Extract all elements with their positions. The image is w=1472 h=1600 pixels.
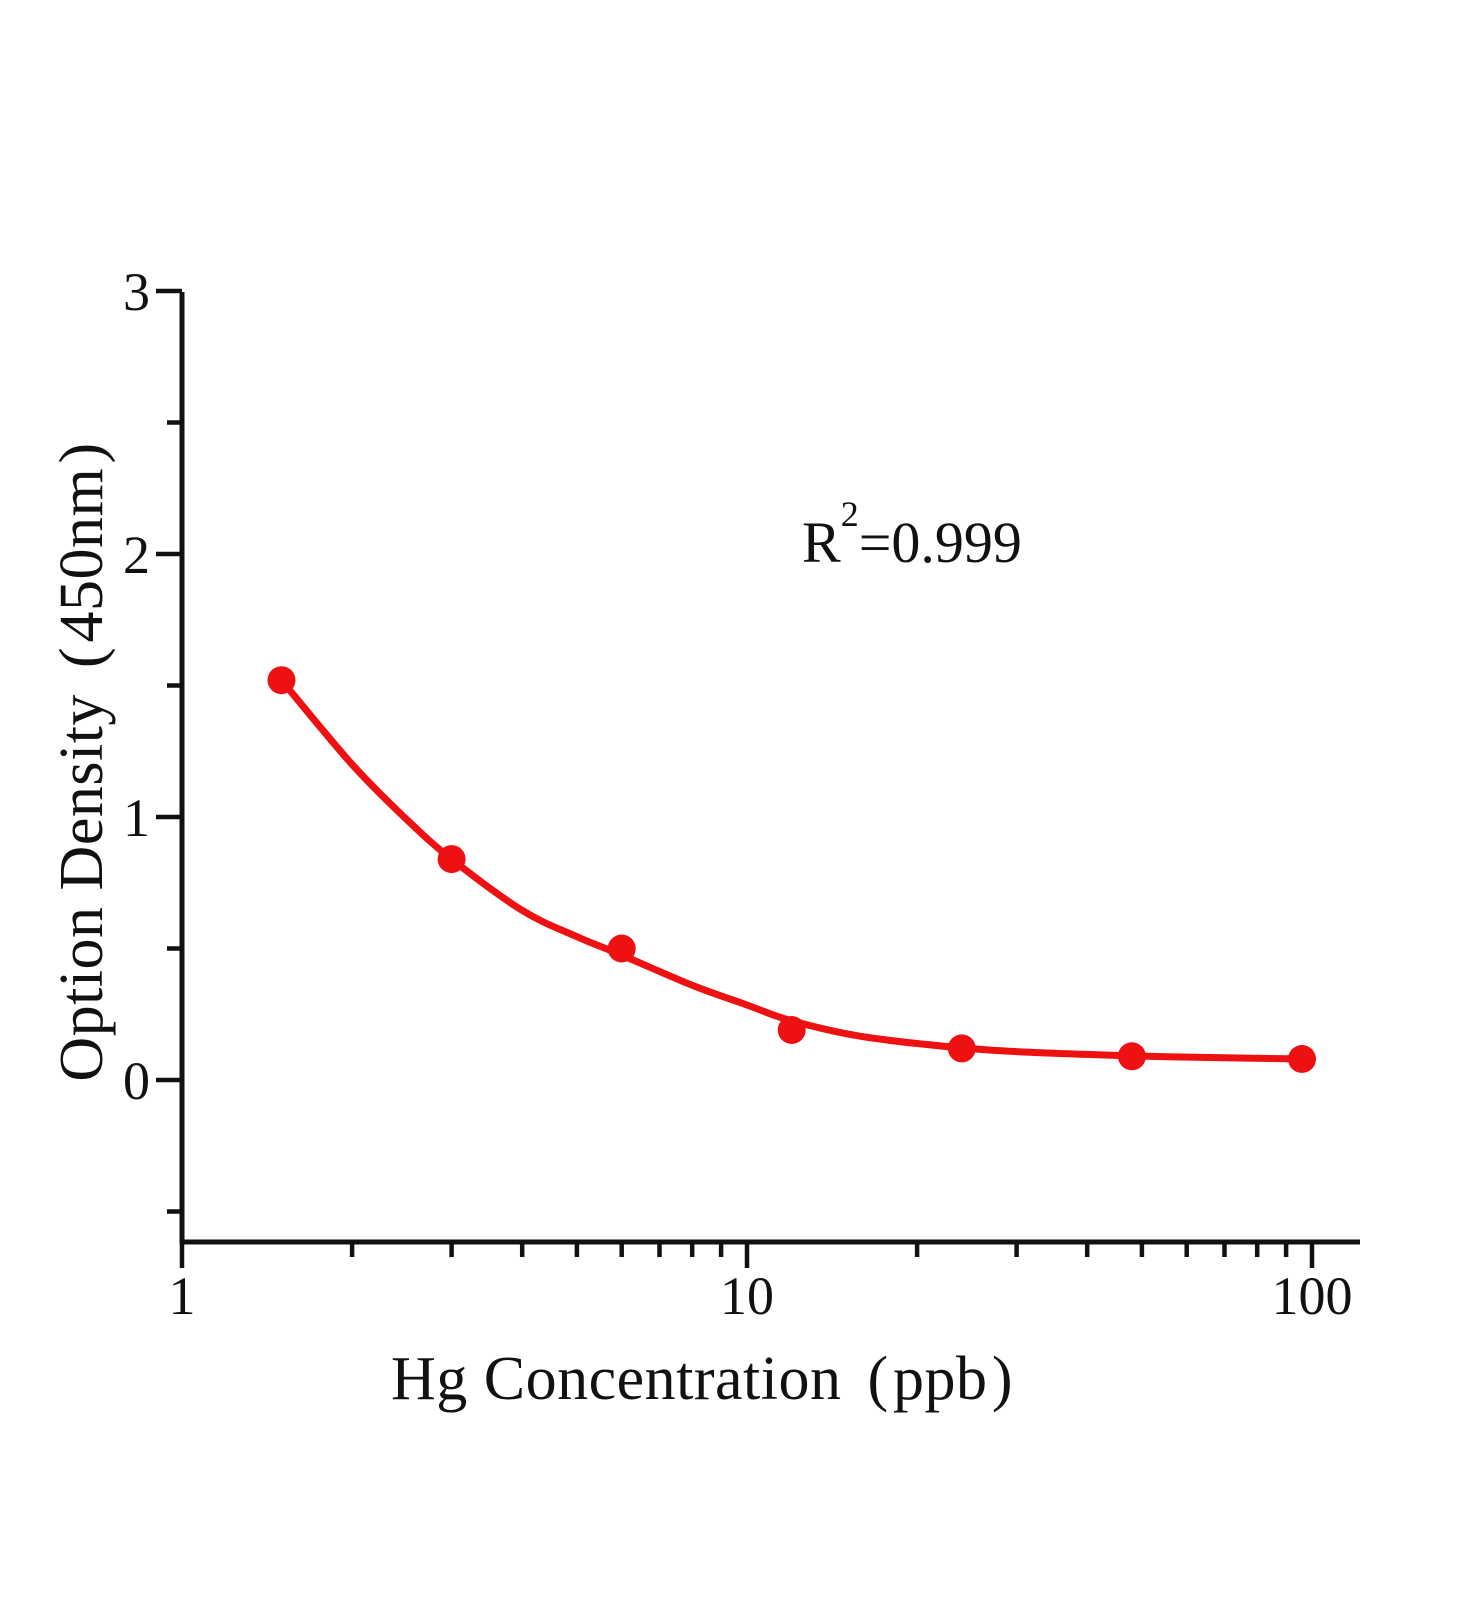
data-point bbox=[777, 1016, 806, 1044]
r-squared-annotation: R2=0.999 bbox=[762, 496, 1062, 583]
x-axis-title: Hg Concentration (ppb) bbox=[352, 1334, 1052, 1424]
y-axis-title-paren-open: ( bbox=[48, 646, 116, 669]
data-point bbox=[437, 845, 466, 874]
y-tick-label: 2 bbox=[123, 525, 150, 585]
y-tick-label: 0 bbox=[123, 1051, 150, 1111]
x-axis-title-unit: ppb bbox=[893, 1345, 988, 1413]
data-point bbox=[1117, 1042, 1146, 1071]
y-axis-title-paren-close: ) bbox=[48, 442, 116, 464]
data-point bbox=[947, 1034, 976, 1063]
data-point bbox=[1288, 1045, 1316, 1073]
x-axis-title-paren-close: ) bbox=[991, 1345, 1013, 1413]
r-squared-base: R bbox=[802, 510, 841, 575]
r-squared-value: =0.999 bbox=[858, 510, 1022, 575]
x-axis-title-text: Hg Concentration bbox=[390, 1345, 842, 1413]
y-tick-label: 1 bbox=[123, 788, 150, 848]
data-point bbox=[607, 934, 636, 963]
x-axis-title-paren-open: ( bbox=[867, 1345, 889, 1413]
data-point bbox=[267, 666, 296, 695]
x-tick-label: 10 bbox=[720, 1266, 774, 1326]
y-axis-title-text: Option Density bbox=[48, 694, 116, 1082]
y-tick-label: 3 bbox=[123, 262, 150, 322]
fit-curve bbox=[278, 676, 1306, 1063]
x-tick-label: 1 bbox=[169, 1266, 196, 1326]
x-tick-label: 100 bbox=[1272, 1266, 1353, 1326]
y-axis-title: Option Density (450nm) bbox=[37, 412, 127, 1112]
y-axis-title-unit: 450nm bbox=[48, 467, 116, 643]
r-squared-exponent: 2 bbox=[840, 493, 859, 534]
